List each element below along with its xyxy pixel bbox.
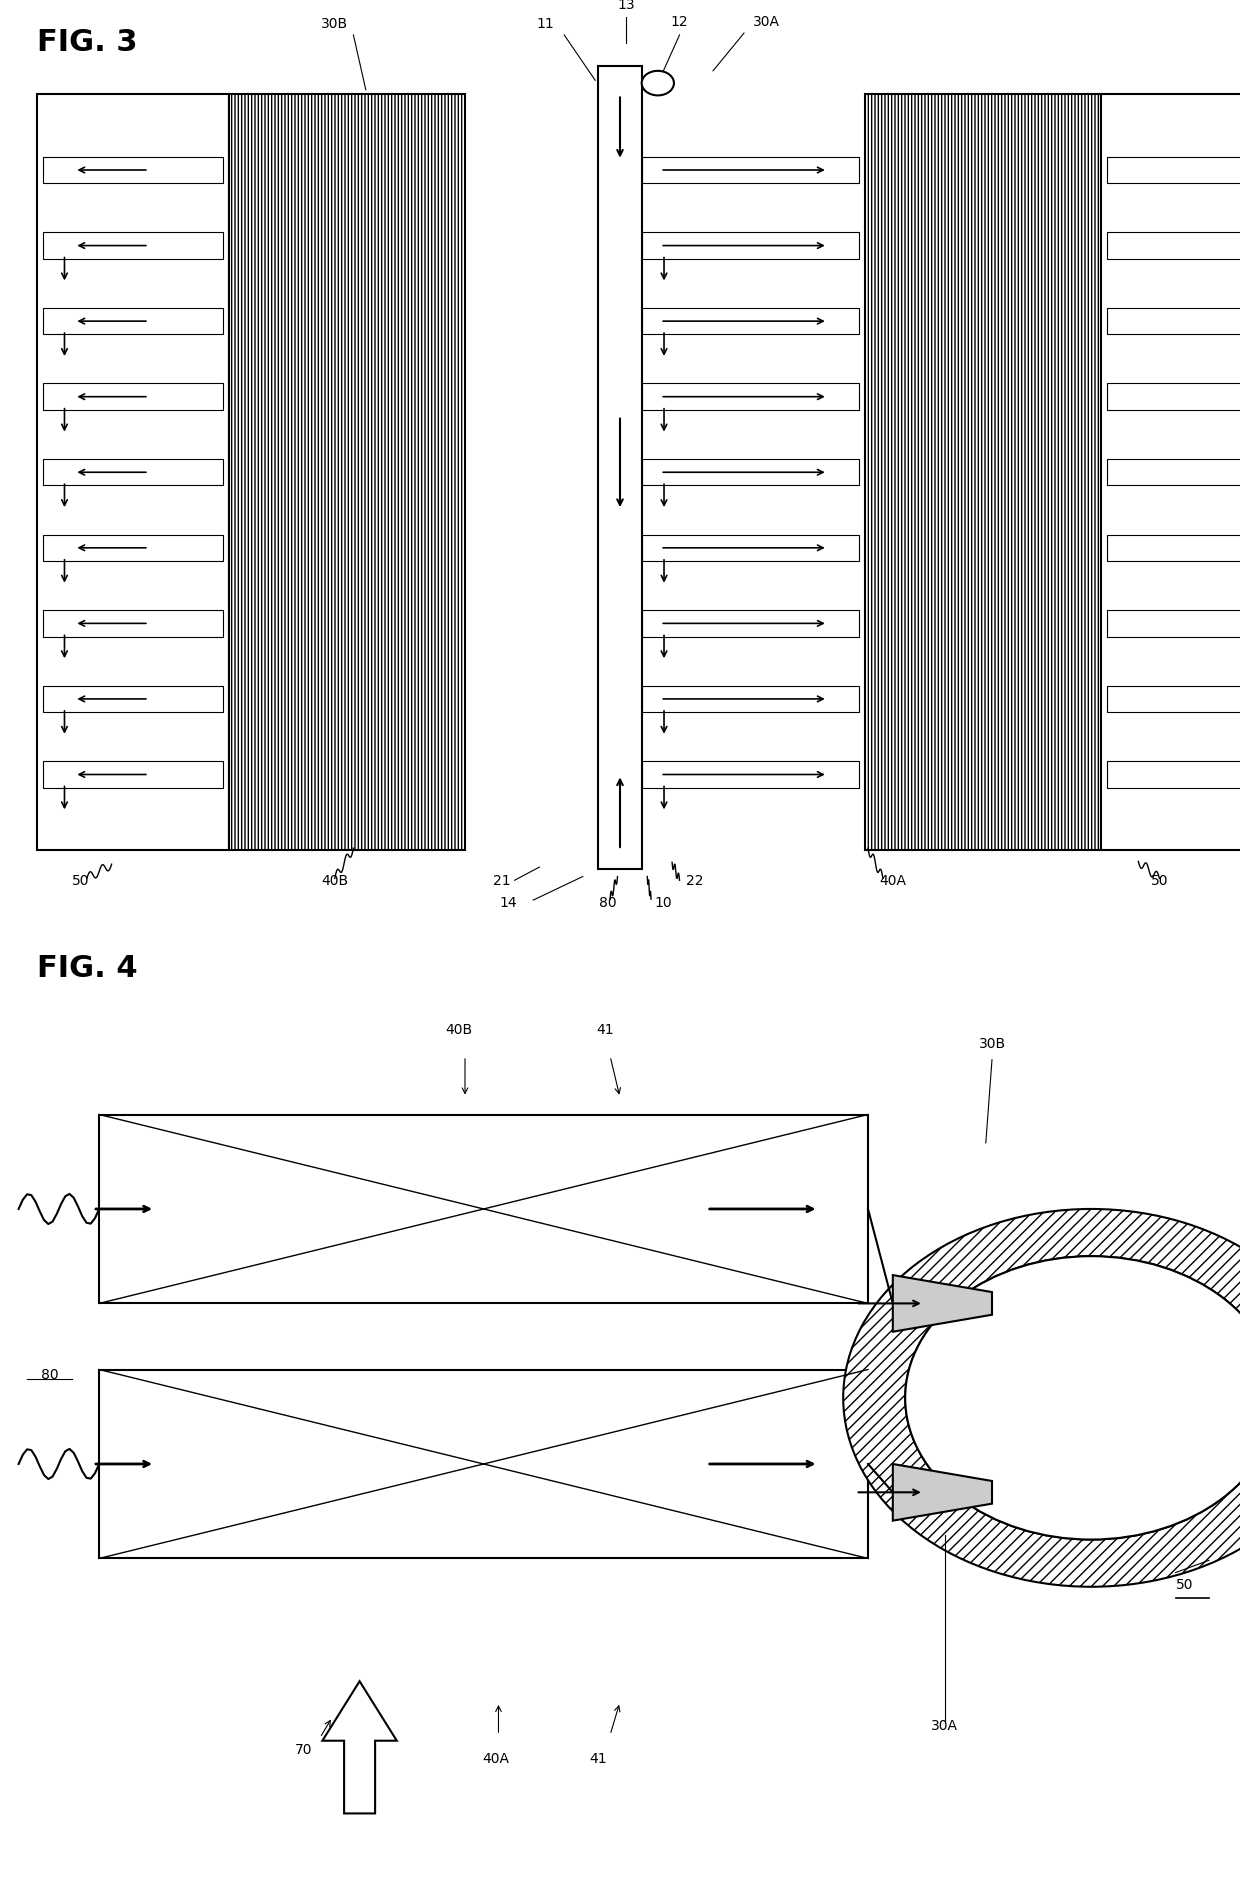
Bar (642, 535, 858, 561)
Text: 41: 41 (596, 1024, 614, 1037)
Bar (642, 232, 858, 259)
Bar (99, 1115, 868, 1303)
Bar (866, 94, 1101, 850)
Text: 50: 50 (72, 875, 89, 888)
Bar (642, 383, 858, 410)
Text: 50: 50 (1176, 1577, 1193, 1592)
Polygon shape (893, 1464, 992, 1521)
Bar (642, 157, 858, 183)
Bar (1101, 94, 1240, 850)
Bar (1107, 459, 1240, 485)
Bar (43, 535, 223, 561)
Text: 30A: 30A (931, 1719, 959, 1734)
Bar (43, 157, 223, 183)
Text: 41: 41 (589, 1753, 606, 1766)
Bar (99, 1370, 868, 1558)
Polygon shape (893, 1275, 992, 1332)
Bar (642, 308, 858, 334)
Text: 13: 13 (618, 0, 635, 13)
Bar (1107, 761, 1240, 788)
Text: 50: 50 (1151, 875, 1168, 888)
Bar (1107, 383, 1240, 410)
Bar (1107, 610, 1240, 637)
Bar (229, 94, 465, 850)
Bar (43, 308, 223, 334)
Bar (43, 383, 223, 410)
Bar (642, 761, 858, 788)
Text: 11: 11 (537, 17, 554, 32)
Bar (37, 94, 229, 850)
Text: 40A: 40A (879, 875, 906, 888)
Bar (642, 459, 858, 485)
Bar (43, 459, 223, 485)
Text: 14: 14 (500, 895, 517, 910)
Bar (1107, 308, 1240, 334)
Bar (43, 686, 223, 712)
Bar (43, 610, 223, 637)
Bar (43, 761, 223, 788)
Polygon shape (322, 1681, 397, 1813)
Bar (43, 232, 223, 259)
Text: 40A: 40A (482, 1753, 510, 1766)
Bar (598, 66, 642, 869)
Text: FIG. 3: FIG. 3 (37, 28, 138, 57)
Bar (642, 610, 858, 637)
Text: 80: 80 (599, 895, 616, 910)
Text: FIG. 4: FIG. 4 (37, 954, 138, 982)
Text: 12: 12 (671, 15, 688, 30)
Text: 30A: 30A (753, 15, 780, 30)
Bar (1107, 686, 1240, 712)
Circle shape (905, 1256, 1240, 1540)
Bar (1107, 232, 1240, 259)
Text: 40B: 40B (445, 1024, 472, 1037)
Text: 30B: 30B (321, 17, 348, 32)
Bar (1107, 535, 1240, 561)
Bar (642, 686, 858, 712)
Text: 70: 70 (295, 1744, 312, 1757)
Text: 22: 22 (686, 875, 703, 888)
Circle shape (642, 70, 675, 94)
Text: 10: 10 (655, 895, 672, 910)
Text: 30B: 30B (978, 1037, 1006, 1052)
Text: 40B: 40B (321, 875, 348, 888)
Text: 80: 80 (41, 1368, 58, 1383)
Text: 21: 21 (494, 875, 511, 888)
Bar (1107, 157, 1240, 183)
